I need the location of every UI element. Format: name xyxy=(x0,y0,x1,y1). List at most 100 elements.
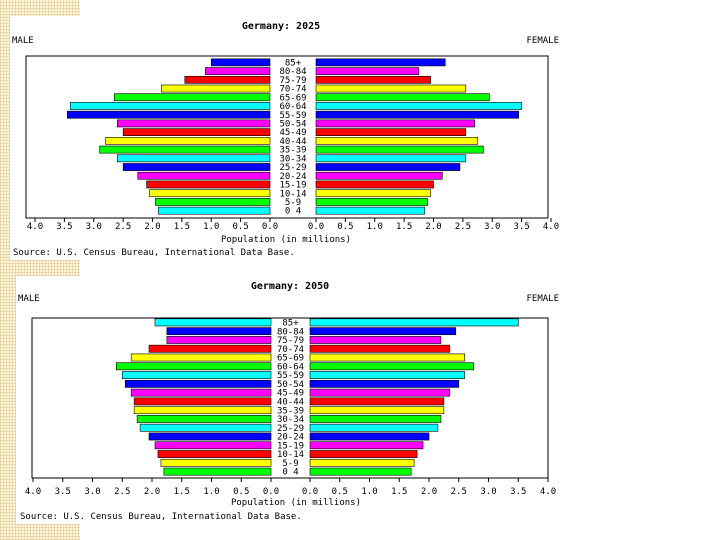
age-group-label: 20-24 xyxy=(279,172,306,182)
x-tick-label: 1.5 xyxy=(174,487,190,497)
bar-male xyxy=(158,206,271,215)
plot-frame xyxy=(25,55,549,219)
bar-male xyxy=(116,362,272,371)
x-tick-label: 0.0 xyxy=(302,487,318,497)
bar-male xyxy=(149,189,271,198)
bar-female xyxy=(309,432,430,441)
bar-female xyxy=(315,206,425,215)
age-group-label: 15-19 xyxy=(277,441,304,451)
bar-female xyxy=(309,353,465,362)
bar-female xyxy=(309,406,445,415)
age-group-label: 65-69 xyxy=(279,93,306,103)
bar-female xyxy=(315,171,443,180)
age-group-label: 30-34 xyxy=(277,415,304,425)
age-group-label: 55-59 xyxy=(277,371,304,381)
x-tick-label: 1.5 xyxy=(174,222,190,232)
bar-male xyxy=(205,67,271,75)
x-tick-label: 3.0 xyxy=(84,487,100,497)
x-tick-label: 1.0 xyxy=(203,222,219,232)
age-group-label: 60-64 xyxy=(277,362,304,372)
age-group-label: 0 4 xyxy=(282,468,298,478)
age-group-label: 50-54 xyxy=(279,119,306,129)
bar-male xyxy=(157,450,272,458)
bar-male xyxy=(136,415,272,423)
chart-title: Germany: 2050 xyxy=(251,281,329,292)
male-label: MALE xyxy=(18,294,40,304)
age-group-label: 40-44 xyxy=(279,137,306,147)
bar-male xyxy=(121,371,272,379)
bar-male xyxy=(161,84,271,93)
bar-male xyxy=(139,423,272,432)
age-group-label: 0 4 xyxy=(285,207,301,217)
age-group-label: 65-69 xyxy=(277,354,304,364)
x-tick-label: 2.5 xyxy=(455,222,471,232)
bar-male xyxy=(210,58,271,67)
age-group-label: 5-9 xyxy=(282,459,298,469)
bar-female xyxy=(309,344,451,353)
bar-male xyxy=(130,388,272,397)
x-tick-label: 3.5 xyxy=(513,222,529,232)
x-axis-label: Population (in millions) xyxy=(231,498,361,508)
plot-frame xyxy=(31,317,549,479)
female-label: FEMALE xyxy=(526,36,559,46)
bar-male xyxy=(137,171,271,180)
x-tick-label: 2.5 xyxy=(115,222,131,232)
bar-female xyxy=(309,397,445,406)
age-group-label: 75-79 xyxy=(279,76,306,86)
age-group-label: 85+ xyxy=(285,58,302,68)
age-group-label: 70-74 xyxy=(277,345,304,355)
bar-female xyxy=(315,163,461,171)
x-tick-label: 2.5 xyxy=(451,487,467,497)
bar-female xyxy=(315,137,478,145)
bar-female xyxy=(309,388,451,397)
bar-male xyxy=(99,145,271,154)
x-tick-label: 1.0 xyxy=(203,487,219,497)
x-tick-label: 2.0 xyxy=(144,487,160,497)
bar-male xyxy=(122,163,271,171)
population-pyramid-2025: Germany: 2025 MALE FEMALE 85+ 80-84 75-79 7… xyxy=(10,16,564,260)
bar-female xyxy=(315,128,467,136)
age-group-label: 35-39 xyxy=(279,146,306,156)
x-tick-label: 2.0 xyxy=(144,222,160,232)
population-pyramid-2050: Germany: 2050 MALE FEMALE 85+ 80-84 75-79 7… xyxy=(16,276,564,524)
bar-female xyxy=(309,423,439,432)
x-tick-label: 1.0 xyxy=(361,487,377,497)
age-group-label: 45-49 xyxy=(279,128,306,138)
age-group-label: 75-79 xyxy=(277,336,304,346)
pyramid-chart-2025: Germany: 2025 MALE FEMALE 85+80-8475-797… xyxy=(12,21,559,258)
bar-female xyxy=(309,458,415,467)
x-axis-label: Population (in millions) xyxy=(221,235,351,245)
bar-male xyxy=(114,93,271,102)
x-tick-label: 0.5 xyxy=(232,222,248,232)
bar-male xyxy=(148,432,272,441)
bar-female xyxy=(309,415,442,423)
source-note: Source: U.S. Census Bureau, Internationa… xyxy=(13,248,295,258)
x-tick-label: 4.0 xyxy=(25,487,41,497)
x-tick-label: 4.0 xyxy=(27,222,43,232)
bar-male xyxy=(154,441,272,450)
bar-female xyxy=(309,450,418,458)
bar-male xyxy=(155,198,271,206)
age-group-label: 35-39 xyxy=(277,406,304,416)
bar-male xyxy=(116,119,271,128)
age-group-label: 60-64 xyxy=(279,102,306,112)
bar-male xyxy=(133,397,272,406)
female-label: FEMALE xyxy=(526,294,559,304)
bar-male xyxy=(146,180,271,189)
bar-female xyxy=(309,336,442,344)
x-tick-label: 2.5 xyxy=(114,487,130,497)
x-tick-label: 0.5 xyxy=(332,487,348,497)
bar-male xyxy=(148,344,272,353)
x-tick-label: 3.0 xyxy=(86,222,102,232)
age-group-label: 10-14 xyxy=(277,450,304,460)
age-group-label: 25-29 xyxy=(279,163,306,173)
x-tick-label: 3.5 xyxy=(55,487,71,497)
source-note: Source: U.S. Census Bureau, Internationa… xyxy=(20,512,302,522)
bar-female xyxy=(315,75,431,84)
bar-male xyxy=(122,128,271,136)
age-group-label: 10-14 xyxy=(279,189,306,199)
x-tick-label: 2.0 xyxy=(421,487,437,497)
bar-male xyxy=(184,75,271,84)
male-label: MALE xyxy=(12,36,34,46)
x-tick-label: 3.5 xyxy=(510,487,526,497)
